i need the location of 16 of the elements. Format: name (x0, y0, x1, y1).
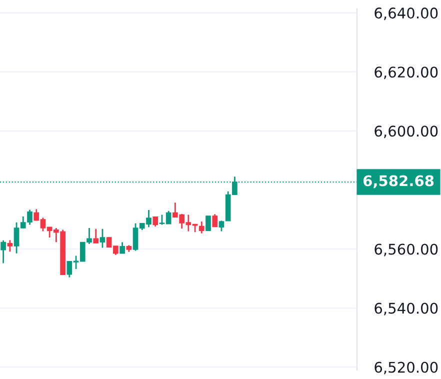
y-tick-label: 6,600.00 (374, 126, 438, 138)
y-tick-label: 6,520.00 (374, 362, 438, 374)
candlestick (0, 240, 6, 264)
y-tick-label: 6,620.00 (374, 66, 438, 80)
candlestick (100, 228, 106, 248)
candlestick (7, 239, 13, 252)
candlestick (198, 220, 204, 234)
y-tick-label: 6,640.00 (374, 8, 438, 20)
candlestick (152, 216, 158, 228)
y-tick-label: 6,560.00 (374, 244, 438, 256)
candlestick (206, 215, 211, 232)
ref-line-label: 6,582.68 (363, 175, 434, 188)
candlestick (93, 228, 99, 244)
candlestick (120, 241, 125, 254)
y-tick-label: 6,540.00 (374, 302, 438, 316)
candlestick (212, 213, 218, 228)
